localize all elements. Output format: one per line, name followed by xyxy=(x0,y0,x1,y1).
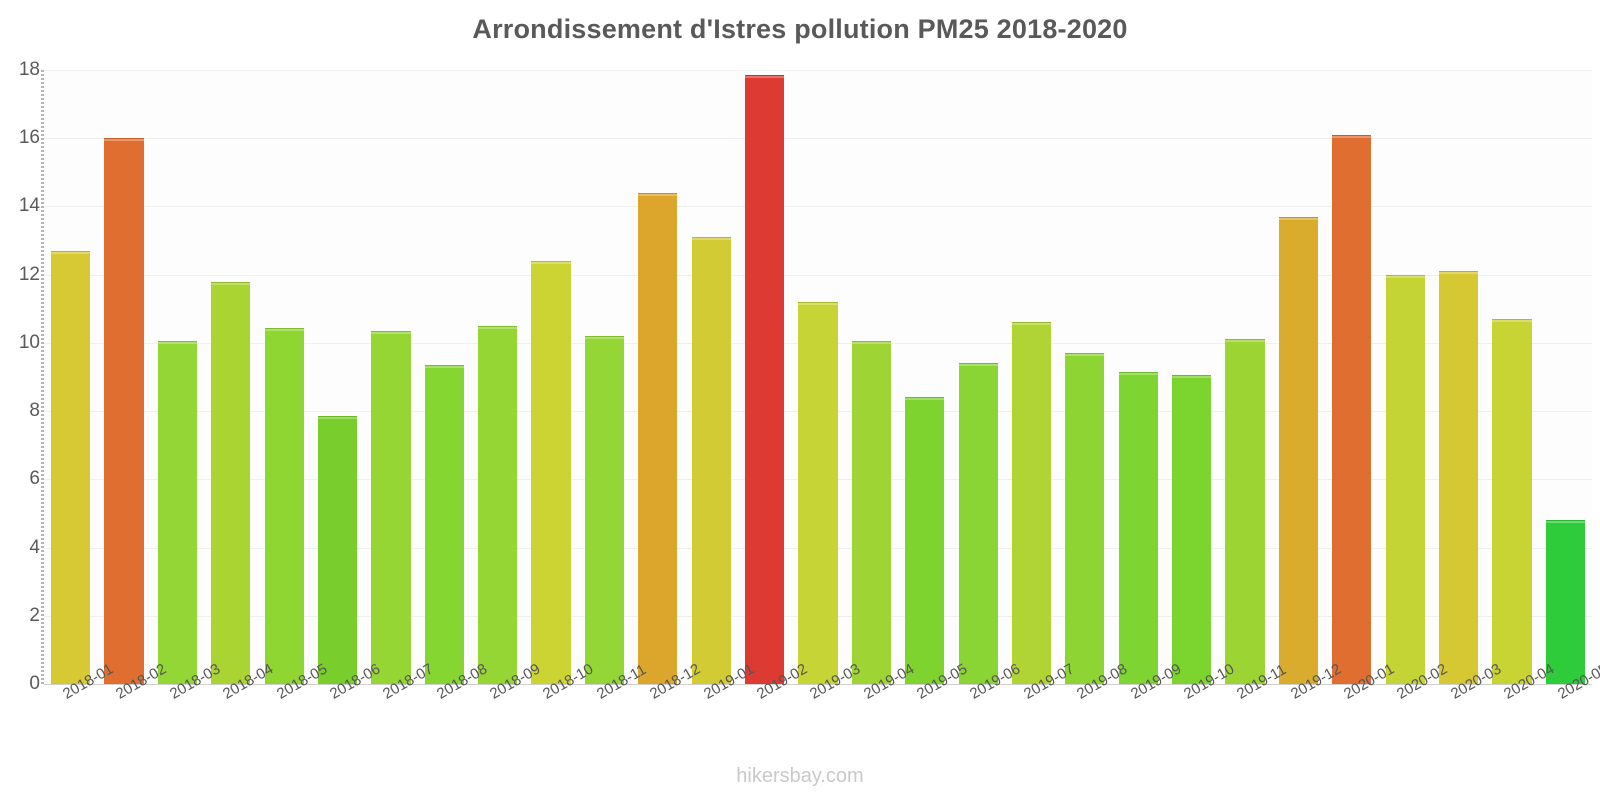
bar-highlight xyxy=(851,342,891,345)
y-axis-tick-label: 12 xyxy=(18,263,40,285)
bar-highlight xyxy=(1545,521,1585,524)
bar-series xyxy=(44,70,1592,684)
bar-highlight xyxy=(1118,372,1158,375)
bar[interactable] xyxy=(1492,319,1532,684)
bar[interactable] xyxy=(1438,271,1479,684)
bar[interactable] xyxy=(638,192,678,684)
bar-highlight xyxy=(905,398,945,401)
chart-title: Arrondissement d'Istres pollution PM25 2… xyxy=(472,14,1128,44)
bar-highlight xyxy=(958,364,998,367)
bar-highlight xyxy=(157,342,198,345)
bar[interactable] xyxy=(958,363,998,684)
bar[interactable] xyxy=(1065,353,1105,684)
bar[interactable] xyxy=(211,281,251,684)
y-axis-tick-label: 2 xyxy=(29,604,40,626)
bar-highlight xyxy=(745,76,785,79)
bar-highlight xyxy=(317,417,358,420)
bar-highlight xyxy=(371,331,411,334)
bar[interactable] xyxy=(691,237,731,684)
bar-highlight xyxy=(478,326,518,329)
bar[interactable] xyxy=(531,261,571,684)
bar[interactable] xyxy=(371,330,411,684)
bar[interactable] xyxy=(1118,371,1158,684)
bar-highlight xyxy=(1492,320,1532,323)
y-axis-tick-label: 14 xyxy=(18,195,40,217)
y-axis-tick-label: 4 xyxy=(29,536,40,558)
bar-highlight xyxy=(1385,275,1425,278)
bar[interactable] xyxy=(424,365,464,684)
bar-highlight xyxy=(1011,323,1052,326)
gridline xyxy=(44,684,1592,685)
plot-area xyxy=(44,70,1592,685)
bar[interactable] xyxy=(1332,134,1372,684)
bar[interactable] xyxy=(745,75,785,684)
gridline xyxy=(44,138,1592,140)
bar-highlight xyxy=(1438,272,1479,275)
bar[interactable] xyxy=(157,341,198,684)
bar[interactable] xyxy=(1172,375,1212,684)
y-axis-tick-label: 18 xyxy=(18,59,40,80)
y-axis-tick-label: 0 xyxy=(29,673,40,694)
bar-highlight xyxy=(1172,376,1212,379)
gridline xyxy=(44,206,1592,208)
bar[interactable] xyxy=(851,341,891,684)
bar[interactable] xyxy=(1011,322,1052,684)
gridline xyxy=(44,70,1592,71)
bar-highlight xyxy=(798,302,838,305)
bar-highlight xyxy=(1065,354,1105,357)
bar-highlight xyxy=(531,262,571,265)
bar-highlight xyxy=(264,328,304,331)
y-axis-tick-label: 6 xyxy=(29,468,40,490)
bar-highlight xyxy=(638,193,678,196)
bar-highlight xyxy=(1278,217,1319,220)
bar[interactable] xyxy=(584,336,625,684)
bar-highlight xyxy=(104,139,144,142)
bar[interactable] xyxy=(317,416,358,684)
bar[interactable] xyxy=(1385,274,1425,684)
bar-highlight xyxy=(424,366,464,369)
bar[interactable] xyxy=(905,397,945,684)
gridline xyxy=(44,274,1592,276)
bar-highlight xyxy=(1225,340,1265,343)
bar-highlight xyxy=(211,282,251,285)
bar[interactable] xyxy=(1225,339,1265,684)
y-axis-tick-label: 8 xyxy=(29,400,40,422)
y-axis-tick-label: 10 xyxy=(18,331,40,353)
bar[interactable] xyxy=(798,301,838,684)
bar[interactable] xyxy=(104,138,144,684)
bar-highlight xyxy=(1332,135,1372,138)
y-axis-tick-band xyxy=(41,70,44,685)
source-watermark: hikersbay.com xyxy=(736,765,864,787)
y-axis-tick-label: 16 xyxy=(18,127,40,149)
bar[interactable] xyxy=(264,327,304,684)
bar[interactable] xyxy=(51,250,91,684)
bar[interactable] xyxy=(1545,520,1585,684)
x-axis-labels: 2018-01 2018-02 2018-03 2018-04 2018-05 2018-… xyxy=(44,660,1600,758)
bar-highlight xyxy=(51,251,91,254)
bar-highlight xyxy=(584,337,625,340)
bar[interactable] xyxy=(478,325,518,684)
bar-highlight xyxy=(691,238,731,241)
bar[interactable] xyxy=(1278,216,1319,684)
